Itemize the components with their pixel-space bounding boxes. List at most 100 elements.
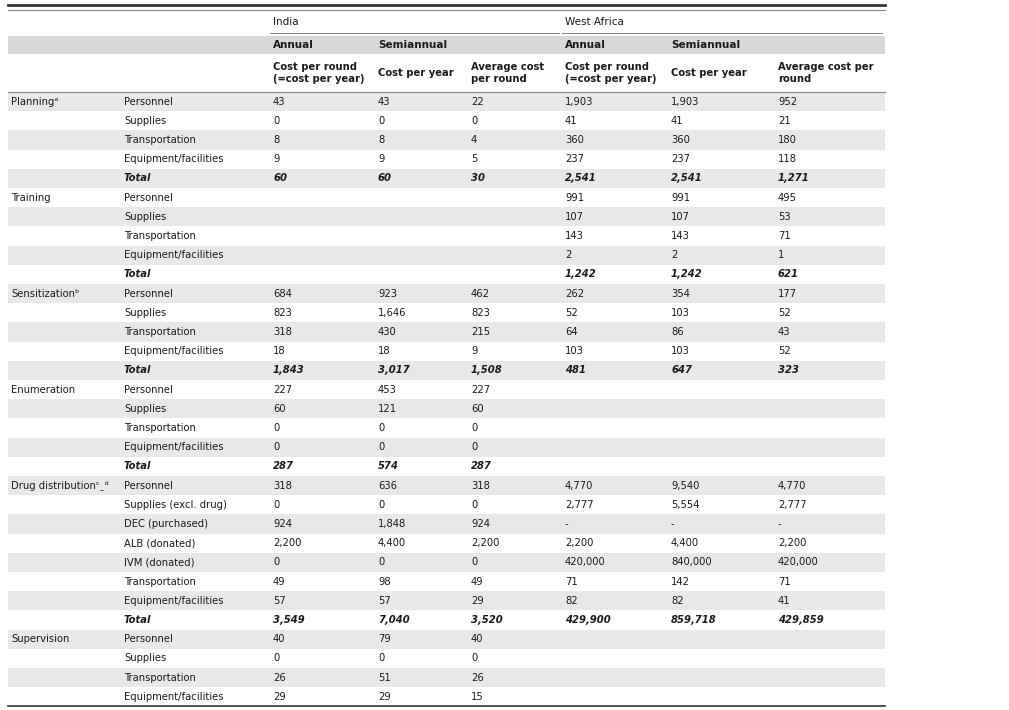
Text: 82: 82 [671,596,684,606]
Text: 923: 923 [378,288,397,299]
Text: Total: Total [124,462,151,471]
Text: Total: Total [124,615,151,625]
Text: 40: 40 [471,634,483,644]
Text: Transportation: Transportation [124,577,196,586]
Text: 52: 52 [565,308,578,318]
Text: 1: 1 [778,250,784,260]
Text: 107: 107 [671,212,690,222]
Text: Personnel: Personnel [124,385,173,395]
Text: 262: 262 [565,288,584,299]
Text: 29: 29 [471,596,483,606]
Text: Total: Total [124,269,151,280]
Text: Cost per round
(=cost per year): Cost per round (=cost per year) [273,62,364,84]
Text: 4,400: 4,400 [378,538,407,548]
Text: 823: 823 [471,308,490,318]
Text: 318: 318 [273,481,292,491]
Text: 9,540: 9,540 [671,481,699,491]
Text: 647: 647 [671,366,692,376]
Text: 29: 29 [378,692,390,701]
Text: 1,242: 1,242 [565,269,596,280]
Text: Equipment/facilities: Equipment/facilities [124,250,224,260]
Text: ALB (donated): ALB (donated) [124,538,196,548]
Text: Equipment/facilities: Equipment/facilities [124,154,224,164]
Text: 0: 0 [471,442,477,452]
Text: 574: 574 [378,462,399,471]
Text: 30: 30 [471,173,485,183]
Text: 859,718: 859,718 [671,615,716,625]
Text: 86: 86 [671,327,684,337]
Text: 49: 49 [273,577,286,586]
Text: India: India [273,16,299,26]
Text: 26: 26 [471,672,483,682]
Text: Transportation: Transportation [124,423,196,433]
Text: 462: 462 [471,288,490,299]
Text: 0: 0 [273,557,279,567]
Text: 323: 323 [778,366,799,376]
Text: 430: 430 [378,327,397,337]
Text: 1,271: 1,271 [778,173,810,183]
Text: Equipment/facilities: Equipment/facilities [124,692,224,701]
Text: 318: 318 [273,327,292,337]
Text: 287: 287 [273,462,294,471]
Text: Supervision: Supervision [11,634,70,644]
Text: 924: 924 [471,519,490,529]
Text: 636: 636 [378,481,397,491]
Text: 82: 82 [565,596,577,606]
Text: Supplies: Supplies [124,404,166,414]
Text: 215: 215 [471,327,490,337]
Text: 41: 41 [565,116,577,126]
Text: 495: 495 [778,192,797,202]
Text: Supplies: Supplies [124,653,166,663]
Text: Transportation: Transportation [124,327,196,337]
Text: Drug distributionᶜˍᵈ: Drug distributionᶜˍᵈ [11,481,109,491]
Text: Equipment/facilities: Equipment/facilities [124,596,224,606]
Text: 237: 237 [565,154,584,164]
Text: 1,242: 1,242 [671,269,702,280]
Text: Transportation: Transportation [124,231,196,241]
Text: 2: 2 [565,250,571,260]
Text: 41: 41 [778,596,791,606]
Text: Equipment/facilities: Equipment/facilities [124,442,224,452]
Text: Total: Total [124,173,151,183]
Text: 51: 51 [378,672,390,682]
Text: 318: 318 [471,481,490,491]
Text: 177: 177 [778,288,797,299]
Text: 21: 21 [778,116,791,126]
Text: 1,646: 1,646 [378,308,407,318]
Text: 180: 180 [778,135,797,145]
Text: 71: 71 [778,577,791,586]
Text: 237: 237 [671,154,690,164]
Text: 107: 107 [565,212,584,222]
Text: 360: 360 [565,135,584,145]
Text: 0: 0 [273,500,279,510]
Text: 103: 103 [671,346,690,356]
Text: 4,400: 4,400 [671,538,699,548]
Text: -: - [565,519,569,529]
Text: Annual: Annual [273,40,314,50]
Text: 29: 29 [273,692,286,701]
Text: 0: 0 [273,653,279,663]
Text: Personnel: Personnel [124,288,173,299]
Text: Transportation: Transportation [124,135,196,145]
Text: 3,520: 3,520 [471,615,502,625]
Text: 103: 103 [671,308,690,318]
Text: 1,848: 1,848 [378,519,407,529]
Text: 43: 43 [378,97,390,106]
Text: 227: 227 [471,385,490,395]
Text: Semiannual: Semiannual [378,40,447,50]
Text: 5,554: 5,554 [671,500,699,510]
Text: Sensitizationᵇ: Sensitizationᵇ [11,288,80,299]
Text: 121: 121 [378,404,398,414]
Text: 143: 143 [565,231,584,241]
Text: 0: 0 [273,442,279,452]
Text: 2,200: 2,200 [778,538,806,548]
Text: Personnel: Personnel [124,634,173,644]
Text: 2,541: 2,541 [565,173,596,183]
Text: IVM (donated): IVM (donated) [124,557,195,567]
Text: -: - [671,519,675,529]
Text: 2,200: 2,200 [471,538,499,548]
Text: 52: 52 [778,308,791,318]
Text: 429,859: 429,859 [778,615,823,625]
Text: 98: 98 [378,577,390,586]
Text: 0: 0 [471,423,477,433]
